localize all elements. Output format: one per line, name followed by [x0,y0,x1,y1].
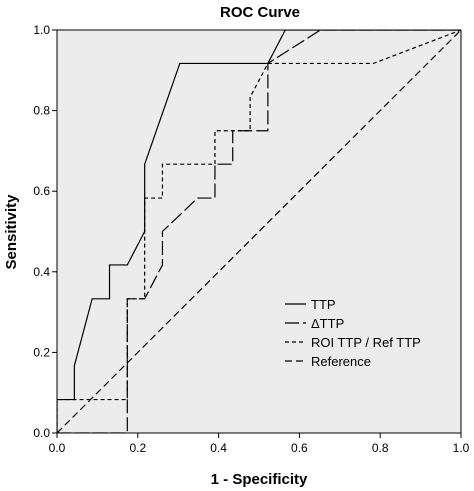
series-line-3 [57,30,461,433]
series-layer [57,30,461,433]
legend-label: TTP [311,297,336,312]
x-axis-title: 1 - Specificity [211,471,308,488]
legend-label: Reference [311,354,371,369]
series-line-0 [57,30,461,433]
y-axis-title: Sensitivity [3,194,20,270]
x-tick-label: 0.4 [210,441,227,455]
y-tick-label: 0.4 [33,265,50,279]
x-tick-label: 0.0 [49,441,66,455]
y-tick-label: 0.2 [33,345,50,359]
y-tick-label: 1.0 [33,23,50,37]
y-tick-label: 0.0 [33,426,50,440]
chart-title: ROC Curve [220,4,300,21]
y-tick-label: 0.8 [33,104,50,118]
legend-label: ΔTTP [311,316,344,331]
x-tick-label: 1.0 [453,441,470,455]
x-tick-label: 0.8 [372,441,389,455]
axis-ticks: 0.0 0.2 0.4 0.6 0.8 1.0 0.0 0.2 0.4 0.6 0.8 1.0 [33,23,469,455]
series-line-2 [57,30,461,433]
x-tick-label: 0.6 [291,441,308,455]
legend: TTP ΔTTP ROI TTP / Ref TTP Reference [285,297,421,369]
legend-label: ROI TTP / Ref TTP [311,335,421,350]
x-tick-label: 0.2 [129,441,146,455]
y-tick-label: 0.6 [33,184,50,198]
